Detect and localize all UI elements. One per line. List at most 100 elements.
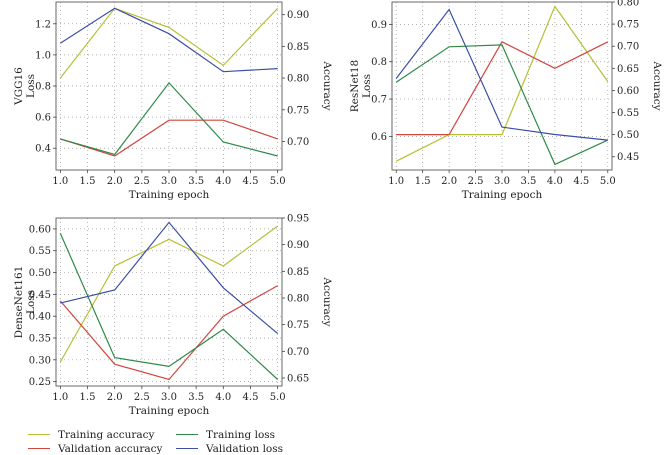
vgg16-xtick-label-0: 1.0 [52,176,68,187]
legend-item-validation-loss: Validation loss [176,442,283,455]
densenet161-xtick-label-4: 3.0 [161,392,177,403]
resnet18-series-validation-accuracy [396,41,609,136]
densenet161-ytick-left-label-0: 0.25 [29,377,51,388]
resnet18-xtick-label-4: 3.0 [494,176,510,187]
vgg16-ytick-left-label-2: 0.8 [35,82,51,93]
vgg16-ytick-right-label-2: 0.80 [287,74,309,85]
densenet161-ylabel-left-line-0: DenseNet161 [13,266,25,339]
densenet161-ylabel-left-line-1: Loss [25,290,37,314]
vgg16-ytick-right-label-1: 0.75 [287,105,309,116]
vgg16-xtick-label-2: 2.0 [107,176,123,187]
vgg16-ylabel-left-line-1: Loss [25,74,37,98]
vgg16-ytick-right-label-4: 0.90 [287,10,309,21]
densenet161-xlabel: Training epoch [129,405,210,417]
vgg16-xlabel: Training epoch [129,189,210,201]
vgg16-series-validation-accuracy [60,119,278,157]
resnet18-plot-frame [391,1,613,171]
resnet18-ytick-left-label-0: 0.6 [371,132,387,143]
resnet18-xtick-label-3: 2.5 [468,176,484,187]
resnet18-ytick-right-label-2: 0.55 [617,108,639,119]
densenet161-series-validation-loss [60,221,279,335]
vgg16-series-validation-loss [59,7,278,73]
densenet161-ytick-right-label-3: 0.80 [287,294,309,305]
vgg16-ytick-left-label-1: 0.6 [35,113,51,124]
resnet18-ytick-right-label-1: 0.50 [617,130,639,141]
vgg16-xtick-label-1: 1.5 [80,176,96,187]
legend-item-validation-accuracy: Validation accuracy [28,442,162,455]
resnet18-ytick-left-label-1: 0.7 [371,95,387,106]
densenet161-xtick-label-7: 4.5 [243,392,259,403]
vgg16-series-training-loss [60,81,278,157]
densenet161-ytick-right-label-6: 0.95 [287,214,309,225]
resnet18-series-validation-loss [395,8,608,141]
resnet18-ytick-right-label-0: 0.45 [617,152,639,163]
vgg16-xtick-label-8: 5.0 [270,176,286,187]
legend-swatch-training-loss [176,434,198,435]
vgg16-xtick-label-7: 4.5 [243,176,259,187]
resnet18-xtick-label-2: 2.0 [441,176,457,187]
densenet161-ytick-right-label-4: 0.85 [287,267,309,278]
densenet161-plot-frame [55,217,283,387]
resnet18-ylabel-right: Accuracy [651,60,663,110]
densenet161-ytick-left-label-4: 0.45 [29,290,51,301]
vgg16-series-training-accuracy [59,7,279,79]
vgg16-xtick-label-6: 4.0 [215,176,231,187]
resnet18-xtick-label-6: 4.0 [547,176,563,187]
densenet161-xtick-label-0: 1.0 [52,392,68,403]
vgg16-ytick-right-label-3: 0.85 [287,42,309,53]
legend-label-training-accuracy: Training accuracy [58,428,155,441]
vgg16-xtick-label-5: 3.5 [188,176,204,187]
vgg16-ylabel-left: VGG16Loss [13,67,37,106]
densenet161-xtick-label-1: 1.5 [80,392,96,403]
resnet18-ytick-right-label-6: 0.75 [617,20,639,31]
resnet18-series-training-accuracy [395,5,609,162]
resnet18-xlabel: Training epoch [462,189,543,201]
legend-label-validation-accuracy: Validation accuracy [58,442,163,455]
densenet161-ytick-right-label-5: 0.90 [287,240,309,251]
legend-item-training-loss: Training loss [176,428,275,441]
resnet18-ytick-left-label-2: 0.8 [371,57,387,68]
densenet161-ytick-right-label-2: 0.75 [287,320,309,331]
panel-densenet161: 1.0 1.5 2.0 2.5 3.0 3.5 4.0 4.5 5.0 0.25 0.30 0.35 0… [13,214,333,418]
densenet161-ytick-left-label-3: 0.40 [29,312,51,323]
resnet18-xtick-label-8: 5.0 [600,176,616,187]
densenet161-xtick-label-3: 2.5 [134,392,150,403]
vgg16-ytick-right-label-0: 0.70 [287,137,309,148]
resnet18-xtick-label-5: 3.5 [520,176,536,187]
resnet18-ylabel-left: ResNet18Loss [349,60,373,113]
densenet161-xtick-label-5: 3.5 [188,392,204,403]
vgg16-ylabel-right: Accuracy [321,60,333,110]
resnet18-xtick-label-7: 4.5 [573,176,589,187]
densenet161-ytick-right-label-0: 0.65 [287,374,309,385]
resnet18-xtick-label-0: 1.0 [388,176,404,187]
panel-vgg16: 1.0 1.5 2.0 2.5 3.0 3.5 4.0 4.5 5.0 0.4 0.6 0.8 1.0 1… [13,1,333,201]
vgg16-xtick-label-4: 3.0 [161,176,177,187]
densenet161-series-training-loss [59,233,279,380]
legend-item-training-accuracy: Training accuracy [28,428,154,441]
densenet161-xtick-label-6: 4.0 [215,392,231,403]
resnet18-series-training-loss [395,44,609,166]
resnet18-ylabel-left-line-1: Loss [361,74,373,98]
densenet161-xtick-label-8: 5.0 [270,392,286,403]
panel-resnet18: 1.0 1.5 2.0 2.5 3.0 3.5 4.0 4.5 5.0 0.6 0.7 0.8 0.9 0… [349,0,663,201]
densenet161-ytick-left-label-2: 0.35 [29,334,51,345]
densenet161-ylabel-left: DenseNet161Loss [13,266,37,339]
resnet18-xtick-label-1: 1.5 [415,176,431,187]
densenet161-xtick-label-2: 2.0 [107,392,123,403]
resnet18-ylabel-left-line-0: ResNet18 [349,60,361,113]
vgg16-ytick-left-label-0: 0.4 [35,144,51,155]
legend-label-validation-loss: Validation loss [206,442,284,455]
densenet161-ytick-left-label-7: 0.60 [29,224,51,235]
densenet161-series-training-accuracy [59,225,279,363]
densenet161-ytick-right-label-1: 0.70 [287,347,309,358]
legend-label-training-loss: Training loss [206,428,276,441]
densenet161-ytick-left-label-1: 0.30 [29,355,51,366]
resnet18-ytick-right-label-3: 0.60 [617,86,639,97]
densenet161-ytick-left-label-6: 0.55 [29,246,51,257]
legend-swatch-validation-loss [176,448,198,449]
resnet18-ytick-left-label-3: 0.9 [371,20,387,31]
vgg16-plot-frame [55,1,283,171]
legend-swatch-training-accuracy [28,434,50,435]
densenet161-ytick-left-label-5: 0.50 [29,268,51,279]
